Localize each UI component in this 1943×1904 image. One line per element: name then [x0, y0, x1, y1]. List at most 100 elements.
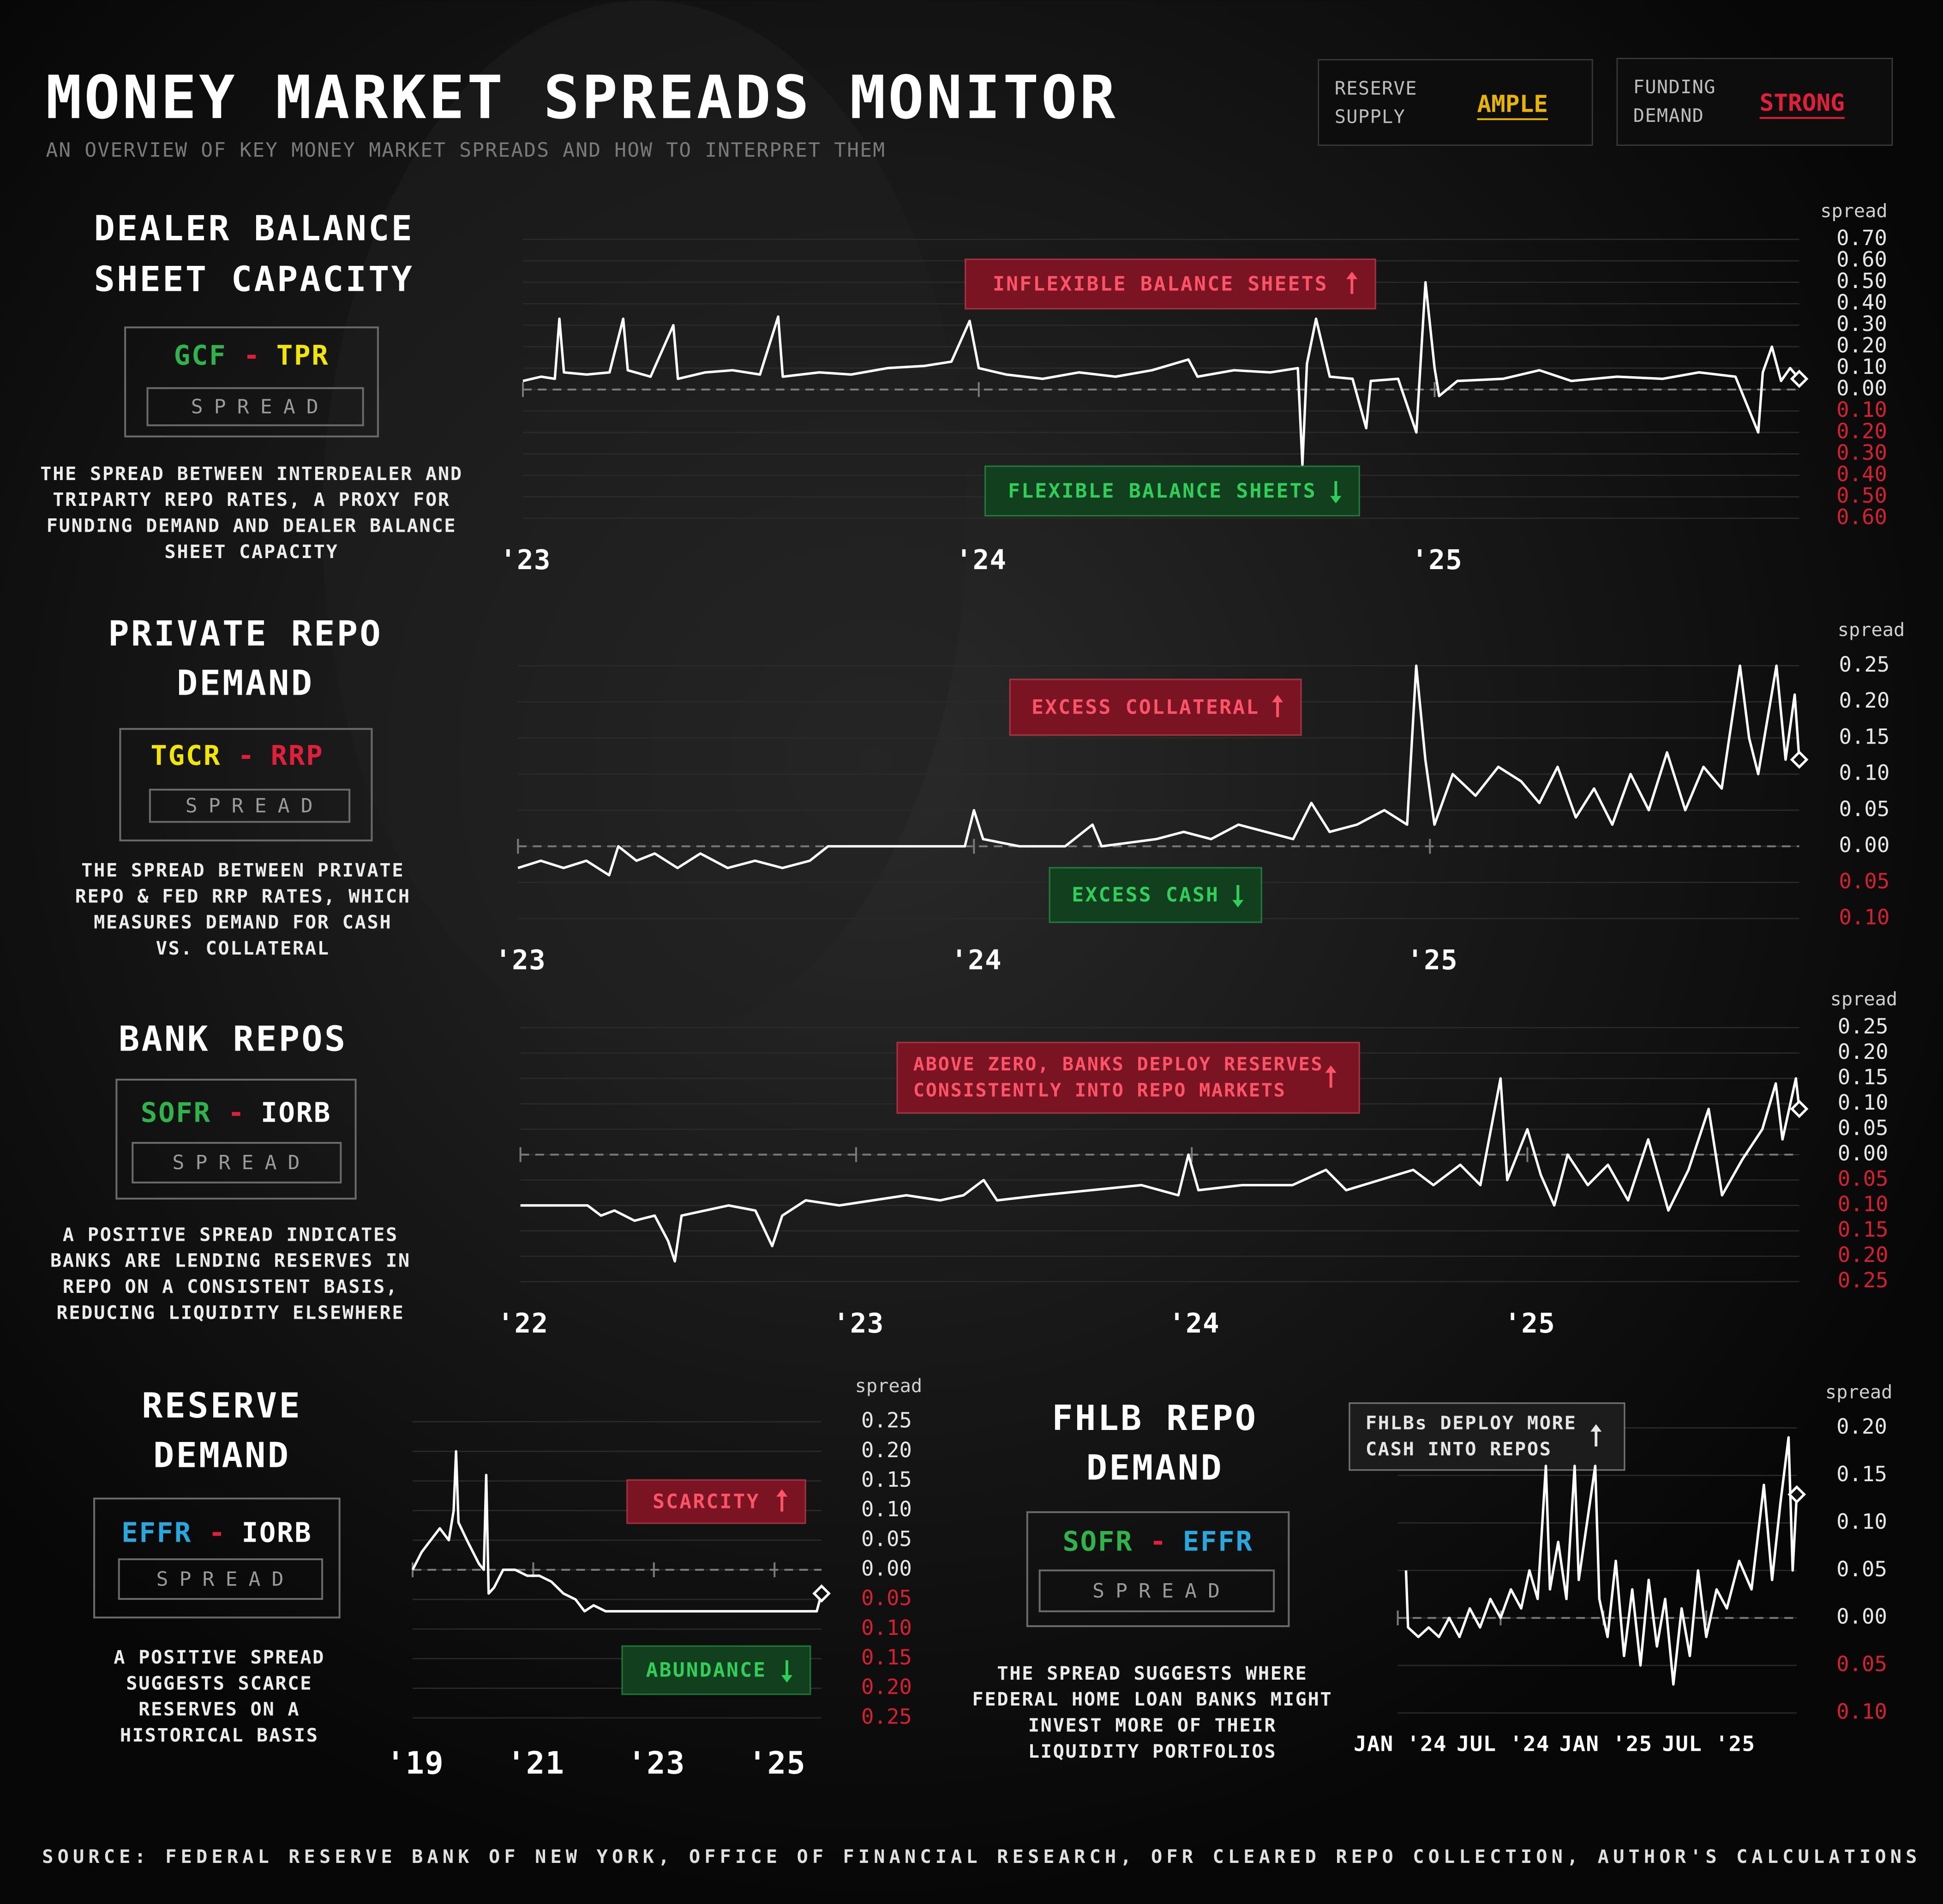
spread-left: TGCR	[150, 739, 221, 771]
y-tick-label: 0.00	[1836, 376, 1887, 400]
y-tick-label: 0.25	[861, 1704, 912, 1729]
y-tick-label: 0.10	[1839, 761, 1889, 785]
annotation-arrow-head	[1330, 496, 1342, 504]
spread-right: TPR	[276, 339, 330, 371]
description-line: REPO & FED RRP RATES, WHICH	[75, 886, 411, 907]
y-axis-label: spread	[1830, 989, 1897, 1010]
description-line: BANKS ARE LENDING RESERVES IN	[50, 1250, 411, 1272]
description-line: THE SPREAD SUGGESTS WHERE	[997, 1663, 1307, 1684]
spread-operator: -	[238, 739, 254, 771]
chart-title: BANK REPOS	[119, 1018, 347, 1059]
x-tick-label: JUL '24	[1457, 1731, 1550, 1756]
y-axis-label: spread	[1838, 619, 1905, 641]
y-tick-label: 0.10	[861, 1497, 912, 1521]
y-tick-label: 0.00	[1839, 833, 1889, 857]
y-axis-label: spread	[855, 1375, 922, 1397]
spread-tag: SPREAD	[173, 1151, 311, 1174]
source-note: SOURCE: FEDERAL RESERVE BANK OF NEW YORK…	[42, 1846, 1921, 1868]
description-line: REPO ON A CONSISTENT BASIS,	[63, 1276, 398, 1297]
spread-right: EFFR	[1183, 1525, 1253, 1557]
annotation-box	[1349, 1402, 1625, 1471]
latest-marker	[812, 1584, 831, 1603]
spread-line	[522, 281, 1800, 466]
spread-tag: SPREAD	[1092, 1580, 1231, 1603]
description-line: THE SPREAD BETWEEN INTERDEALER AND	[40, 463, 463, 485]
annotation-text: EXCESS COLLATERAL	[1031, 696, 1259, 719]
x-tick-label: '23	[495, 944, 546, 976]
y-tick-label: 0.50	[1836, 483, 1887, 508]
annotation-arrow-head	[776, 1489, 788, 1497]
spread-tag: SPREAD	[186, 794, 324, 817]
x-tick-label: '24	[951, 944, 1002, 976]
y-tick-label: 0.10	[1838, 1090, 1889, 1115]
annotation-text: SCARCITY	[653, 1490, 760, 1513]
badge-box	[1616, 58, 1893, 146]
annotation-arrow-head	[781, 1675, 793, 1683]
description-line: FEDERAL HOME LOAN BANKS MIGHT	[972, 1689, 1333, 1710]
x-tick-label: '23	[500, 544, 551, 576]
y-tick-label: 0.05	[1836, 1557, 1887, 1581]
badge-label: RESERVE	[1335, 78, 1417, 99]
annotation-text: CASH INTO REPOS	[1366, 1439, 1552, 1460]
y-tick-label: 0.10	[1838, 1192, 1889, 1216]
y-tick-label: 0.10	[1836, 1700, 1887, 1724]
y-tick-label: 0.15	[1836, 1462, 1887, 1486]
spread-left: GCF	[174, 339, 227, 371]
spread-box	[115, 1079, 357, 1200]
x-tick-label: JUL '25	[1662, 1731, 1756, 1756]
y-tick-label: 0.20	[861, 1675, 912, 1699]
y-tick-label: 0.20	[1839, 688, 1889, 713]
y-tick-label: 0.05	[1838, 1166, 1889, 1191]
annotation-arrow-head	[1325, 1065, 1337, 1073]
chart-title: FHLB REPO	[1052, 1398, 1258, 1438]
spread-operator: -	[209, 1517, 225, 1549]
y-tick-label: 0.20	[1836, 419, 1887, 443]
x-tick-label: '23	[833, 1307, 884, 1339]
spread-tag: SPREAD	[191, 395, 330, 418]
y-tick-label: 0.20	[1838, 1243, 1889, 1267]
x-tick-label: '24	[956, 544, 1007, 576]
y-axis-label: spread	[1825, 1381, 1892, 1403]
y-tick-label: 0.20	[1838, 1039, 1889, 1064]
badge-value: STRONG	[1760, 90, 1845, 117]
annotation-box	[621, 1645, 811, 1695]
annotation-arrow-head	[1346, 271, 1358, 279]
annotation-box	[984, 465, 1360, 517]
y-tick-label: 0.50	[1836, 269, 1887, 293]
y-tick-label: 0.00	[861, 1556, 912, 1580]
x-tick-label: '25	[1504, 1307, 1555, 1339]
spread-right: IORB	[242, 1517, 312, 1549]
spread-tag-box	[149, 788, 351, 823]
y-tick-label: 0.30	[1836, 312, 1887, 336]
spread-box	[93, 1497, 341, 1619]
spread-tag-box	[118, 1558, 324, 1600]
annotation-text: FHLBs DEPLOY MORE	[1366, 1412, 1577, 1434]
y-tick-label: 0.10	[1839, 905, 1889, 930]
y-tick-label: 0.15	[1838, 1217, 1889, 1242]
y-tick-label: 0.15	[1838, 1065, 1889, 1089]
chart-title: DEMAND	[153, 1435, 290, 1475]
chart-title: DEMAND	[1086, 1447, 1223, 1488]
y-tick-label: 0.00	[1838, 1141, 1889, 1165]
y-tick-label: 0.30	[1836, 440, 1887, 465]
badge-label: FUNDING	[1633, 77, 1716, 98]
y-tick-label: 0.10	[1836, 1509, 1887, 1534]
y-tick-label: 0.05	[1838, 1116, 1889, 1140]
spread-operator: -	[228, 1096, 245, 1128]
spread-box	[124, 326, 379, 438]
annotation-box	[1049, 867, 1262, 923]
spread-line	[517, 664, 1801, 877]
annotation-arrow-head	[1232, 900, 1244, 907]
spread-right: RRP	[271, 739, 324, 771]
x-tick-label: '21	[507, 1745, 564, 1781]
latest-marker	[1787, 1485, 1806, 1504]
spread-operator: -	[243, 339, 260, 371]
badge-value: AMPLE	[1477, 91, 1548, 118]
chart-title: DEMAND	[177, 663, 314, 703]
page-subtitle: AN OVERVIEW OF KEY MONEY MARKET SPREADS …	[46, 139, 886, 162]
x-tick-label: '25	[1407, 944, 1458, 976]
spread-left: EFFR	[121, 1517, 192, 1549]
x-tick-label: '24	[1169, 1307, 1220, 1339]
